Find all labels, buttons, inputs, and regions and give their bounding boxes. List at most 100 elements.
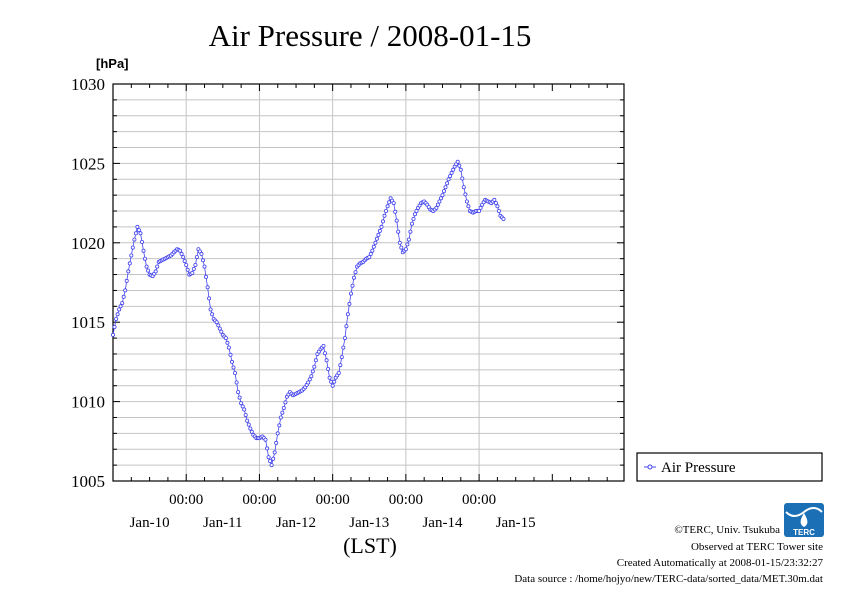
data-point: [219, 329, 224, 334]
data-point: [411, 216, 416, 221]
plot-frame: [112, 83, 625, 482]
data-point: [397, 240, 402, 245]
data-point: [231, 365, 236, 370]
data-point: [239, 401, 244, 406]
logo-text: TERC: [793, 528, 815, 537]
data-point: [403, 247, 408, 252]
data-point: [440, 193, 445, 198]
data-point: [138, 231, 143, 236]
data-point: [263, 437, 268, 442]
data-point: [272, 450, 277, 455]
data-point: [367, 255, 372, 260]
data-point: [124, 278, 129, 283]
data-point: [194, 255, 199, 260]
data-point: [243, 413, 248, 418]
data-point: [387, 200, 392, 205]
x-day-label: Jan-13: [349, 515, 389, 531]
data-point: [234, 380, 239, 385]
data-point: [347, 301, 352, 306]
data-point: [382, 213, 387, 218]
data-point: [121, 294, 126, 299]
data-point: [118, 304, 123, 309]
data-point: [313, 358, 318, 363]
data-point: [458, 167, 463, 172]
x-day-label: Jan-10: [130, 515, 170, 531]
data-point: [396, 229, 401, 234]
data-point: [437, 199, 442, 204]
logo-wave: [785, 507, 823, 517]
x-tick-time-label: 00:00: [169, 492, 203, 508]
data-point: [281, 405, 286, 410]
drop-icon: [800, 513, 808, 527]
data-point: [142, 256, 147, 261]
data-point: [129, 253, 134, 258]
x-axis-label: (LST): [343, 533, 397, 558]
y-tick-label: 1030: [71, 75, 105, 94]
data-point: [377, 228, 382, 233]
x-axis: 00:00 00:00 00:00 00:00 00:00 Jan-10 Jan-11 Jan…: [112, 84, 608, 531]
data-point: [370, 248, 375, 253]
data-point: [344, 324, 349, 329]
terc-logo: TERC: [784, 503, 824, 537]
data-point: [383, 208, 388, 213]
data-point: [135, 224, 140, 229]
data-point: [136, 228, 141, 233]
data-point: [115, 312, 120, 317]
data-point: [332, 379, 337, 384]
footer-observed: Observed at TERC Tower site: [691, 541, 823, 553]
data-point: [477, 208, 482, 213]
data-point: [445, 181, 450, 186]
data-point: [446, 177, 451, 182]
data-point: [373, 240, 378, 245]
data-point: [460, 176, 465, 181]
legend-marker: [647, 464, 653, 470]
data-point: [268, 459, 273, 464]
y-tick-label: 1020: [71, 234, 105, 253]
data-point: [412, 212, 417, 217]
data-point: [225, 340, 230, 345]
data-point: [117, 307, 122, 312]
data-point: [336, 370, 341, 375]
x-day-label: Jan-14: [422, 515, 462, 531]
data-point: [182, 259, 187, 264]
data-point: [393, 209, 398, 214]
data-point: [144, 264, 149, 269]
legend-box: [636, 452, 823, 482]
data-point: [249, 429, 254, 434]
data-point: [376, 232, 381, 237]
data-point: [191, 266, 196, 271]
data-point: [449, 170, 454, 175]
data-point: [271, 456, 276, 461]
legend: Air Pressure: [636, 452, 823, 482]
data-point: [181, 255, 186, 260]
data-point: [123, 288, 128, 293]
data-point: [345, 312, 350, 317]
footer-notes: ©TERC, Univ. Tsukuba Observed at TERC To…: [514, 524, 823, 585]
y-tick-label: 1010: [71, 393, 105, 412]
data-point: [408, 229, 413, 234]
data-point: [399, 245, 404, 250]
data-point: [216, 323, 221, 328]
data-point: [406, 237, 411, 242]
data-point: [464, 199, 469, 204]
data-point: [245, 418, 250, 423]
data-point: [200, 258, 205, 263]
data-point: [310, 369, 315, 374]
x-day-label: Jan-12: [276, 515, 316, 531]
data-point: [463, 192, 468, 197]
data-point: [203, 274, 208, 279]
data-point: [223, 336, 228, 341]
data-point: [385, 204, 390, 209]
data-point: [342, 336, 347, 341]
x-tick-time-label: 00:00: [316, 492, 350, 508]
data-point: [229, 359, 234, 364]
data-point: [324, 358, 329, 363]
data-point: [193, 262, 198, 267]
series-line: [112, 160, 504, 467]
data-point: [217, 326, 222, 331]
data-point: [306, 380, 311, 385]
data-point: [130, 245, 135, 250]
x-tick-time-label: 00:00: [389, 492, 423, 508]
data-point: [451, 167, 456, 172]
